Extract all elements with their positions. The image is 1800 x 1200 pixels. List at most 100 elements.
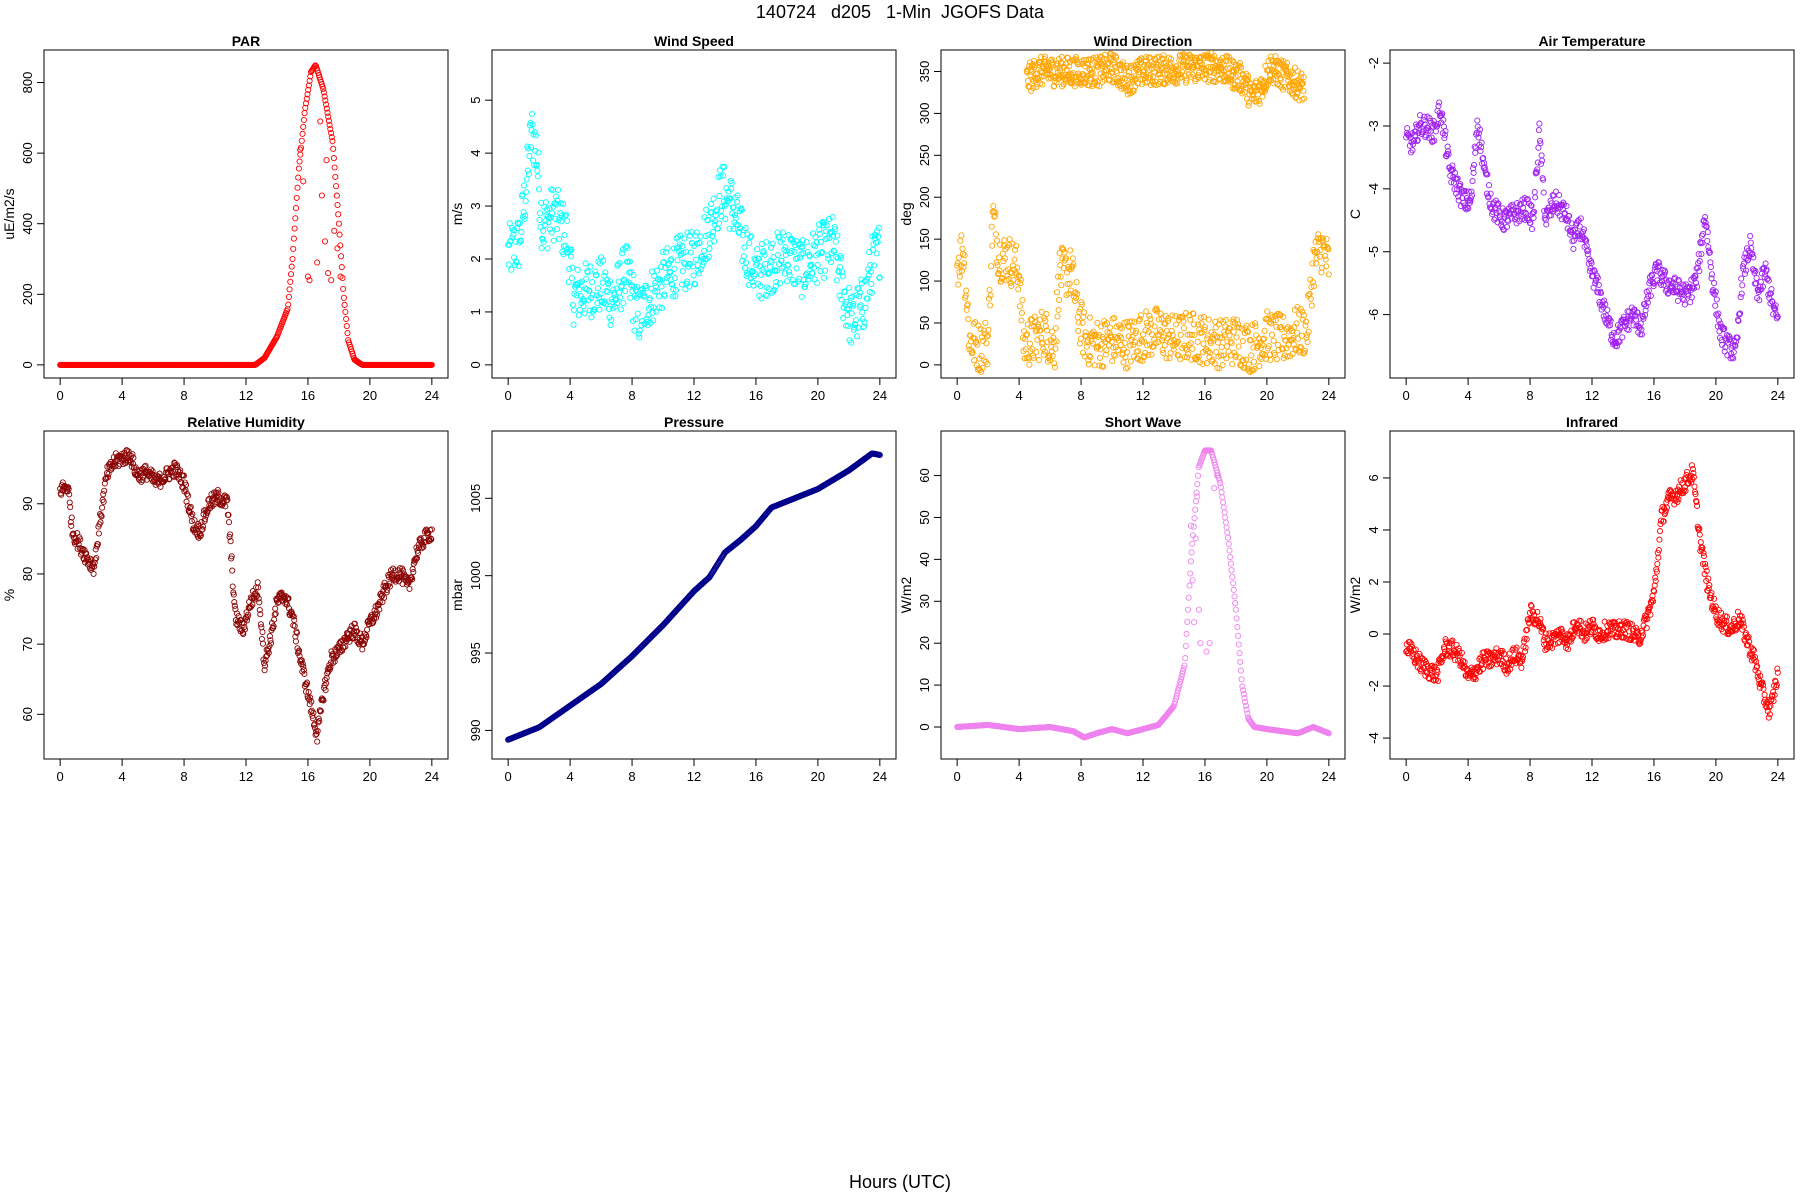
data-point	[1291, 64, 1299, 71]
data-point	[1272, 317, 1279, 324]
data-point	[1058, 244, 1065, 251]
data-point	[1069, 255, 1076, 262]
data-point	[274, 599, 281, 606]
data-point	[766, 270, 773, 277]
data-point	[1648, 272, 1656, 279]
data-point	[1247, 337, 1254, 344]
data-point	[1314, 248, 1321, 255]
data-point	[959, 245, 966, 252]
x-tick-label: 20	[811, 388, 825, 403]
data-point	[1234, 321, 1242, 328]
data-point	[758, 295, 765, 302]
data-point	[664, 245, 671, 252]
data-point	[1050, 334, 1057, 341]
data-point	[230, 591, 237, 598]
data-point	[659, 248, 666, 256]
data-point	[1170, 346, 1177, 353]
data-point	[1226, 332, 1233, 339]
y-tick-label: 50	[917, 316, 932, 330]
data-point	[267, 637, 274, 644]
data-point	[331, 227, 338, 234]
data-point	[1619, 334, 1626, 341]
data-point	[818, 248, 826, 256]
data-point	[1054, 313, 1061, 320]
data-point	[1195, 353, 1202, 360]
data-point	[1528, 226, 1536, 233]
x-tick-label: 16	[301, 388, 315, 403]
data-point	[785, 268, 793, 275]
data-point	[655, 293, 663, 300]
data-point	[322, 97, 329, 104]
data-point	[868, 289, 875, 296]
data-point	[1035, 356, 1042, 364]
data-point	[1075, 328, 1082, 335]
data-point	[701, 247, 708, 254]
data-point	[709, 233, 716, 240]
data-point	[1650, 283, 1657, 290]
data-point	[1464, 204, 1471, 211]
data-point	[1018, 309, 1025, 317]
data-point	[755, 255, 762, 262]
data-point	[1713, 296, 1720, 303]
data-point	[858, 280, 865, 287]
y-tick-label: 1005	[468, 484, 483, 513]
data-point	[531, 162, 538, 169]
data-point	[1136, 316, 1143, 323]
data-point	[800, 250, 807, 257]
data-point	[1137, 357, 1144, 364]
data-point	[1431, 137, 1438, 144]
data-point	[272, 605, 279, 612]
data-point	[696, 239, 703, 247]
data-point	[1441, 131, 1448, 139]
data-point	[1302, 322, 1309, 329]
data-point	[1597, 290, 1605, 297]
data-point	[621, 287, 629, 295]
data-point	[806, 253, 813, 260]
data-point	[630, 271, 637, 279]
data-point	[1290, 335, 1297, 342]
data-point	[773, 279, 780, 286]
data-point	[1436, 109, 1443, 117]
x-tick-label: 0	[954, 769, 961, 784]
data-point	[1211, 360, 1218, 367]
data-point	[1688, 294, 1695, 301]
data-point	[544, 245, 551, 252]
data-point	[867, 268, 874, 275]
data-point	[1477, 144, 1485, 151]
data-point	[1053, 289, 1061, 296]
data-points	[954, 49, 1332, 375]
data-point	[1041, 56, 1048, 63]
data-point	[1082, 329, 1089, 336]
data-point	[1642, 307, 1649, 314]
data-point	[291, 616, 298, 624]
data-point	[1055, 306, 1062, 314]
data-point	[323, 674, 330, 682]
data-point	[337, 242, 344, 249]
data-point	[418, 545, 425, 552]
data-point	[1141, 353, 1148, 360]
data-point	[1600, 313, 1607, 320]
data-point	[978, 352, 985, 359]
data-point	[710, 195, 717, 202]
data-point	[142, 462, 149, 469]
data-point	[353, 628, 360, 635]
data-point	[100, 491, 107, 498]
y-tick-label: 80	[20, 567, 35, 581]
data-point	[327, 125, 334, 133]
y-tick-label: 50	[917, 510, 932, 524]
data-point	[1245, 328, 1252, 335]
data-point	[320, 89, 327, 96]
data-point	[597, 290, 604, 298]
data-point	[307, 708, 314, 715]
data-point	[1756, 297, 1763, 304]
data-point	[1251, 366, 1258, 373]
data-point	[1763, 266, 1770, 273]
data-point	[285, 301, 292, 308]
data-point	[1454, 175, 1461, 182]
data-point	[814, 279, 821, 287]
data-point	[844, 322, 852, 329]
data-point	[982, 319, 989, 326]
data-point	[1189, 71, 1196, 78]
data-point	[343, 315, 350, 323]
